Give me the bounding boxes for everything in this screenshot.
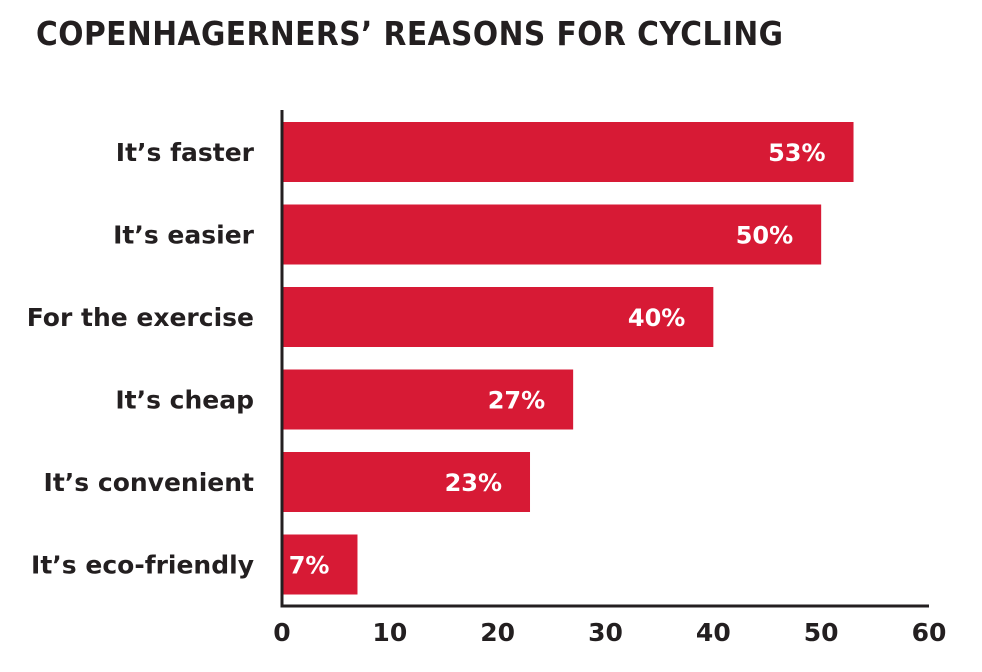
category-label: It’s easier — [113, 221, 255, 250]
x-tick-label: 20 — [480, 618, 515, 647]
x-tick-labels: 0 10 20 30 40 50 60 — [273, 618, 946, 647]
x-tick-label: 10 — [372, 618, 407, 647]
x-tick-label: 30 — [588, 618, 623, 647]
bar — [282, 287, 714, 347]
category-label: It’s cheap — [115, 386, 254, 415]
category-label: It’s eco-friendly — [31, 551, 254, 580]
category-label: It’s convenient — [44, 468, 254, 497]
x-tick-label: 40 — [696, 618, 731, 647]
bar — [282, 369, 574, 430]
bar — [282, 204, 822, 265]
data-labels: 53% 50% 40% 27% 23% 7% — [289, 139, 826, 580]
bar — [282, 122, 854, 182]
bar — [282, 452, 531, 512]
category-label: It’s faster — [116, 138, 255, 167]
data-label: 40% — [628, 304, 685, 332]
category-labels: It’s faster It’s easier For the exercise It… — [27, 138, 255, 580]
x-tick-label: 0 — [273, 618, 290, 647]
category-label: For the exercise — [27, 303, 254, 332]
data-label: 53% — [768, 139, 825, 167]
chart-title: COPENHAGERNERS’ REASONS FOR CYCLING — [36, 14, 784, 53]
x-tick-label: 60 — [912, 618, 947, 647]
data-label: 7% — [289, 552, 330, 580]
bars-group — [282, 122, 854, 595]
data-label: 23% — [445, 469, 502, 497]
data-label: 50% — [736, 222, 793, 250]
bar — [282, 534, 358, 595]
data-label: 27% — [488, 387, 545, 415]
x-tick-label: 50 — [804, 618, 839, 647]
